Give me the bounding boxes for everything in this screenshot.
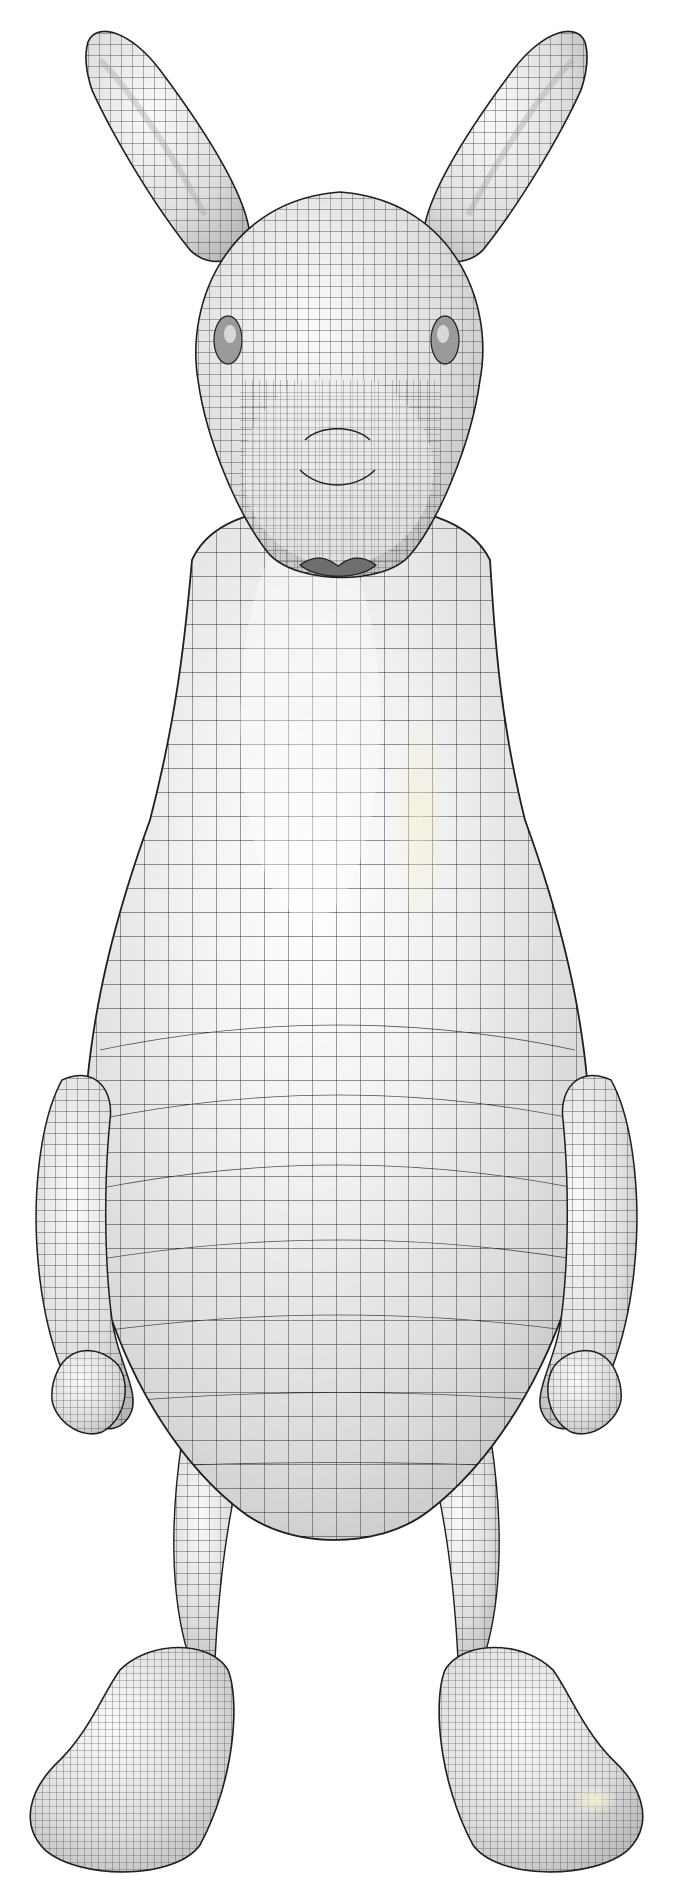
mouth	[299, 557, 377, 577]
left-eye	[213, 315, 243, 365]
left-hand	[51, 1349, 126, 1435]
right-foot	[438, 1646, 644, 1873]
left-ear	[85, 30, 251, 263]
right-eye	[430, 315, 460, 365]
torso	[82, 504, 592, 1541]
nose	[299, 428, 376, 486]
right-hand	[547, 1349, 622, 1435]
head	[195, 191, 484, 579]
left-foot	[29, 1646, 235, 1873]
